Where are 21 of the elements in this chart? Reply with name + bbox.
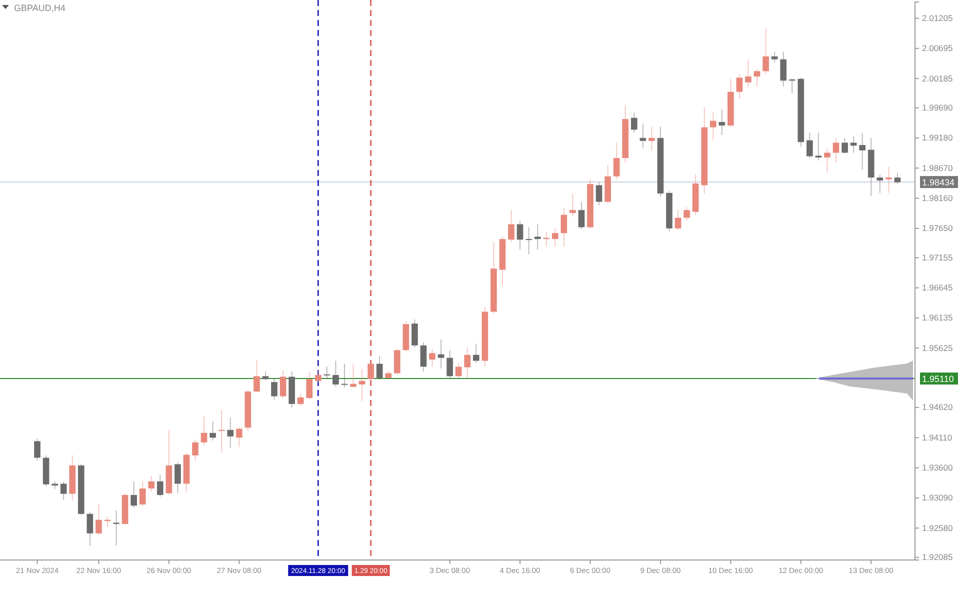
y-tick-label: 1.96645: [922, 282, 953, 293]
y-tick-label: 1.96135: [922, 312, 953, 323]
ref-line-label: 1.98434: [922, 178, 955, 188]
y-tick-label: 2.01205: [922, 12, 953, 23]
y-tick-label: 1.94620: [922, 402, 953, 412]
chart-title: GBPAUD,H4: [14, 3, 66, 13]
y-tick-label: 1.95625: [922, 342, 953, 353]
y-tick-label: 1.93090: [922, 492, 953, 503]
y-tick-label: 1.98160: [922, 192, 953, 203]
y-tick-label: 2.00695: [922, 43, 953, 54]
y-tick-label: 1.97155: [922, 252, 953, 262]
y-tick-label: 1.94110: [922, 432, 952, 442]
y-tick-label: 1.97650: [922, 223, 953, 234]
y-tick-label: 2.00185: [922, 73, 953, 84]
ref-line-label: 1.95110: [922, 374, 954, 384]
y-tick-label: 1.92580: [922, 522, 953, 533]
y-tick-label: 1.98670: [922, 162, 953, 173]
y-tick-label: 1.99180: [922, 132, 953, 143]
y-tick-label: 1.92085: [922, 552, 953, 562]
y-tick-label: 1.93600: [922, 462, 953, 473]
y-tick-label: 1.99690: [922, 102, 953, 113]
